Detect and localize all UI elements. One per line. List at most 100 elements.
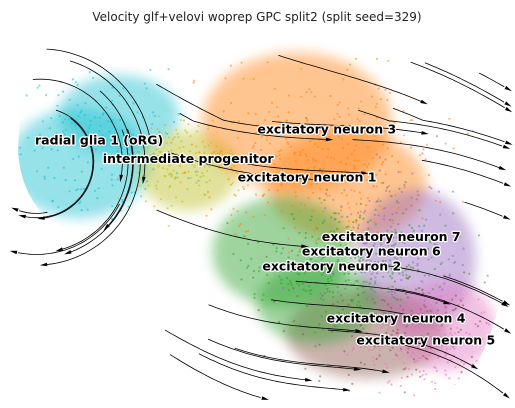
- cell-point: [368, 297, 371, 300]
- cell-point: [428, 239, 431, 242]
- cell-point: [100, 167, 103, 170]
- cell-point: [319, 129, 322, 132]
- cell-point: [410, 204, 413, 207]
- cell-point: [349, 316, 352, 319]
- cell-point: [359, 214, 362, 217]
- cell-point: [454, 332, 457, 335]
- cell-point: [144, 187, 147, 191]
- cell-point: [64, 179, 67, 182]
- cell-point: [345, 194, 348, 197]
- cell-point: [167, 136, 171, 139]
- cell-point: [395, 331, 398, 334]
- velocity-streamline: [198, 353, 346, 391]
- cell-point: [397, 161, 400, 164]
- cell-point: [415, 368, 418, 371]
- cell-point: [324, 192, 328, 195]
- cell-point: [403, 184, 406, 187]
- cell-point: [261, 298, 264, 301]
- cell-point: [41, 146, 44, 149]
- cell-point: [426, 236, 429, 239]
- cell-point: [129, 157, 132, 160]
- cell-point: [79, 200, 82, 203]
- cell-point: [357, 300, 360, 303]
- cell-point: [480, 338, 483, 341]
- cell-point: [373, 242, 376, 245]
- cell-point: [373, 135, 376, 138]
- cell-point: [364, 344, 367, 347]
- cell-point: [187, 123, 190, 126]
- cell-point: [348, 236, 351, 239]
- cell-point: [277, 115, 280, 118]
- cell-point: [333, 250, 336, 254]
- cell-point: [74, 124, 77, 127]
- cell-point: [337, 234, 340, 237]
- cell-point: [414, 330, 418, 333]
- cell-point: [355, 279, 358, 283]
- cell-point: [415, 198, 418, 201]
- cell-point: [170, 173, 174, 176]
- cell-point: [298, 247, 301, 250]
- cell-point: [340, 205, 343, 208]
- cell-point: [455, 320, 458, 323]
- cell-point: [50, 220, 53, 223]
- cell-point: [242, 185, 245, 188]
- cell-point: [337, 212, 340, 215]
- velocity-streamline: [278, 55, 424, 103]
- cell-point: [265, 139, 268, 142]
- cell-point: [355, 202, 358, 205]
- cell-point: [357, 247, 361, 250]
- cell-point: [336, 325, 339, 328]
- cell-point: [372, 360, 375, 363]
- cell-point: [433, 268, 436, 271]
- velocity-streamline: [169, 354, 261, 398]
- cell-point: [63, 118, 66, 121]
- cell-point: [292, 320, 296, 323]
- cell-point: [347, 220, 351, 223]
- velocity-streamline: [212, 156, 364, 174]
- cell-point: [164, 123, 167, 126]
- density-blob: [256, 263, 377, 344]
- cell-point: [323, 255, 326, 258]
- cell-point: [314, 261, 318, 265]
- cell-points-layer: [18, 51, 507, 397]
- cell-point: [263, 119, 267, 122]
- cell-point: [353, 166, 356, 170]
- cell-point: [418, 286, 421, 290]
- cell-point: [386, 147, 389, 150]
- cell-point: [425, 143, 428, 146]
- cell-point: [368, 282, 371, 285]
- cell-point: [306, 159, 310, 162]
- cell-point: [391, 346, 394, 349]
- cell-point: [183, 172, 187, 175]
- cell-point: [322, 210, 325, 213]
- streamline-arrowhead: [503, 182, 512, 187]
- cell-point: [328, 253, 331, 256]
- cell-point: [435, 243, 439, 246]
- cell-point: [435, 135, 439, 138]
- cell-point: [438, 285, 441, 288]
- cell-point: [250, 257, 253, 260]
- cell-point: [343, 272, 346, 275]
- cell-point: [357, 255, 360, 258]
- cell-point: [422, 369, 425, 373]
- cell-point: [345, 315, 348, 318]
- cell-point: [445, 341, 448, 344]
- cell-point: [400, 231, 403, 234]
- cell-point: [189, 176, 192, 179]
- cell-point: [19, 146, 22, 149]
- cell-point: [280, 183, 283, 186]
- cell-point: [277, 150, 281, 153]
- cell-point: [434, 199, 437, 202]
- cell-point: [347, 279, 350, 282]
- cell-point: [330, 156, 333, 159]
- cell-point: [405, 208, 408, 211]
- cell-point: [395, 200, 398, 203]
- cell-point: [347, 238, 350, 241]
- cell-point: [401, 250, 404, 253]
- cell-point: [446, 348, 449, 351]
- cell-point: [281, 287, 285, 290]
- cell-point: [359, 361, 363, 364]
- cell-point: [110, 138, 113, 142]
- cell-point: [305, 225, 308, 228]
- cell-point: [196, 130, 199, 133]
